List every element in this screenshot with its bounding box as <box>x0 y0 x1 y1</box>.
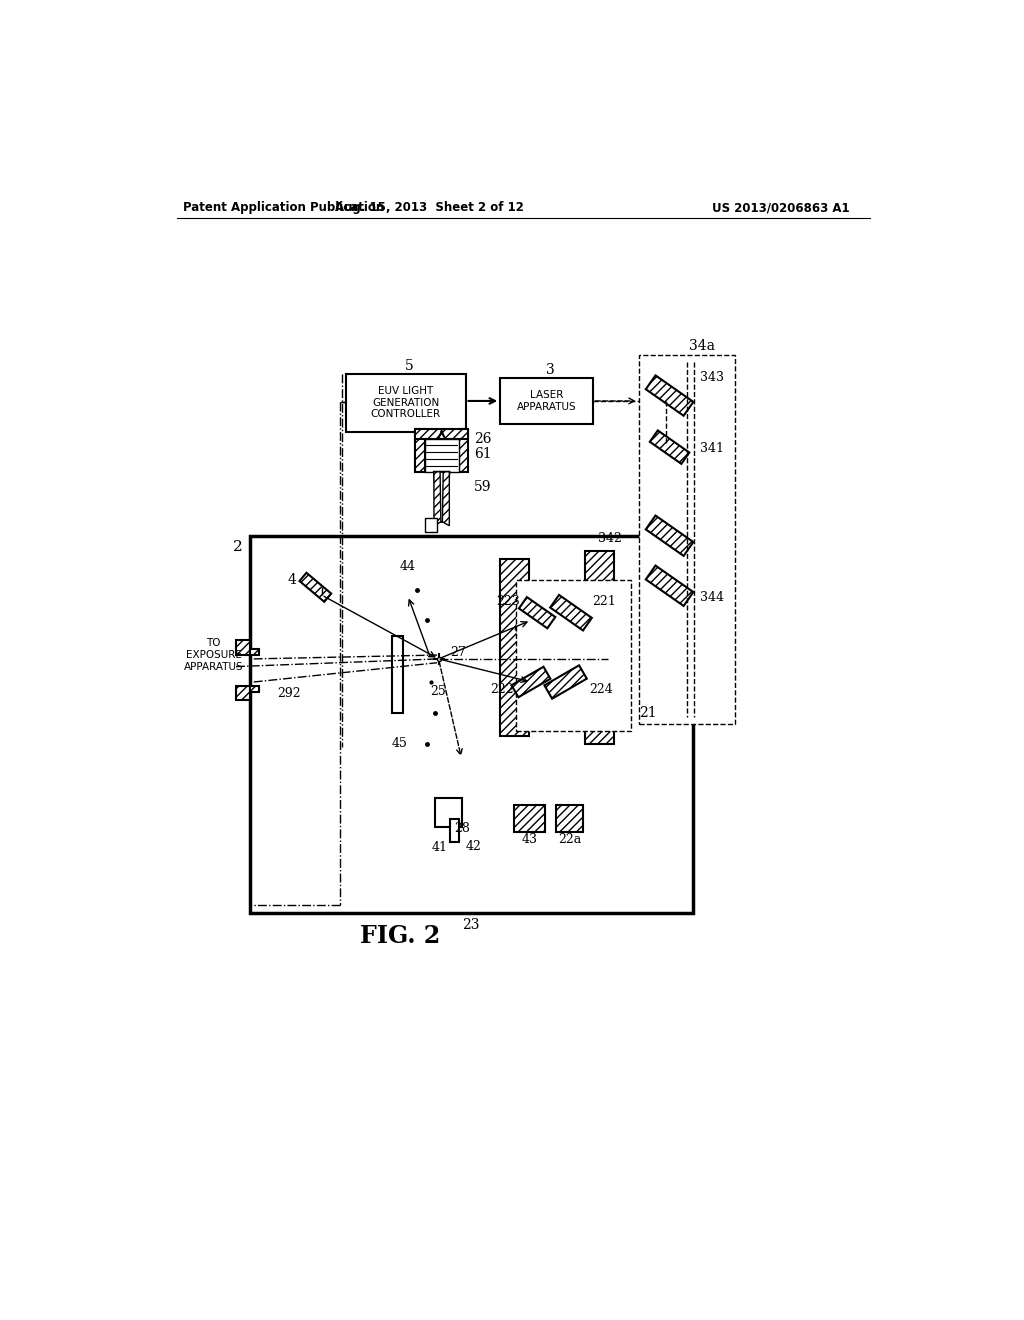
Bar <box>250 649 259 655</box>
Bar <box>416 429 425 471</box>
Bar <box>500 558 529 737</box>
Bar <box>250 686 259 692</box>
Text: 34a: 34a <box>689 338 716 352</box>
Bar <box>237 640 250 655</box>
Text: FIG. 2: FIG. 2 <box>359 924 440 948</box>
Text: 59: 59 <box>474 480 492 494</box>
Text: 223: 223 <box>497 594 520 607</box>
Text: 292: 292 <box>276 686 300 700</box>
Text: 224: 224 <box>589 684 612 696</box>
Bar <box>585 552 614 743</box>
Text: EUV LIGHT
GENERATION
CONTROLLER: EUV LIGHT GENERATION CONTROLLER <box>371 387 441 420</box>
Text: 26: 26 <box>474 432 492 446</box>
Bar <box>250 536 692 913</box>
Text: 342: 342 <box>598 532 622 545</box>
Polygon shape <box>442 471 450 525</box>
Text: TO
EXPOSURE
APPARATUS: TO EXPOSURE APPARATUS <box>184 639 244 672</box>
Bar <box>451 818 460 842</box>
Text: 4: 4 <box>288 573 296 587</box>
Text: LASER
APPARATUS: LASER APPARATUS <box>516 391 577 412</box>
Text: 341: 341 <box>700 442 724 455</box>
Bar <box>435 797 462 826</box>
Bar <box>392 636 403 713</box>
Text: 45: 45 <box>392 737 408 750</box>
Bar <box>346 374 466 432</box>
Text: 21: 21 <box>639 706 656 719</box>
Polygon shape <box>516 590 582 635</box>
Text: 25: 25 <box>431 685 446 698</box>
Bar <box>459 429 468 471</box>
Text: 343: 343 <box>700 371 724 384</box>
Text: US 2013/0206863 A1: US 2013/0206863 A1 <box>712 201 850 214</box>
Bar <box>556 805 584 832</box>
Text: 222: 222 <box>490 684 514 696</box>
Text: 344: 344 <box>700 591 724 603</box>
Text: 23: 23 <box>462 917 479 932</box>
Text: 5: 5 <box>406 359 414 374</box>
Text: Patent Application Publication: Patent Application Publication <box>183 201 384 214</box>
Bar <box>237 686 250 700</box>
Text: 22a: 22a <box>558 833 581 846</box>
Bar <box>500 378 593 424</box>
Text: 28: 28 <box>454 822 470 834</box>
Text: 2: 2 <box>232 540 243 554</box>
Text: 3: 3 <box>546 363 555 378</box>
Polygon shape <box>434 471 441 525</box>
Polygon shape <box>299 573 331 602</box>
Text: 27: 27 <box>451 647 466 659</box>
Polygon shape <box>550 595 592 631</box>
Text: 44: 44 <box>399 560 416 573</box>
Text: 42: 42 <box>466 840 481 853</box>
Bar <box>416 429 468 438</box>
Text: 221: 221 <box>593 594 616 607</box>
Polygon shape <box>646 516 693 556</box>
Bar <box>515 581 631 730</box>
Bar <box>639 355 735 725</box>
Polygon shape <box>545 665 587 698</box>
Bar <box>514 805 545 832</box>
Text: 41: 41 <box>432 841 447 854</box>
Bar <box>425 438 459 471</box>
Text: 61: 61 <box>474 447 492 461</box>
Bar <box>425 517 437 532</box>
Polygon shape <box>650 430 689 463</box>
Polygon shape <box>646 565 693 606</box>
Polygon shape <box>512 667 551 697</box>
Polygon shape <box>519 597 555 628</box>
Polygon shape <box>434 471 450 521</box>
Polygon shape <box>646 375 693 416</box>
Text: 43: 43 <box>521 833 538 846</box>
Text: Aug. 15, 2013  Sheet 2 of 12: Aug. 15, 2013 Sheet 2 of 12 <box>335 201 523 214</box>
